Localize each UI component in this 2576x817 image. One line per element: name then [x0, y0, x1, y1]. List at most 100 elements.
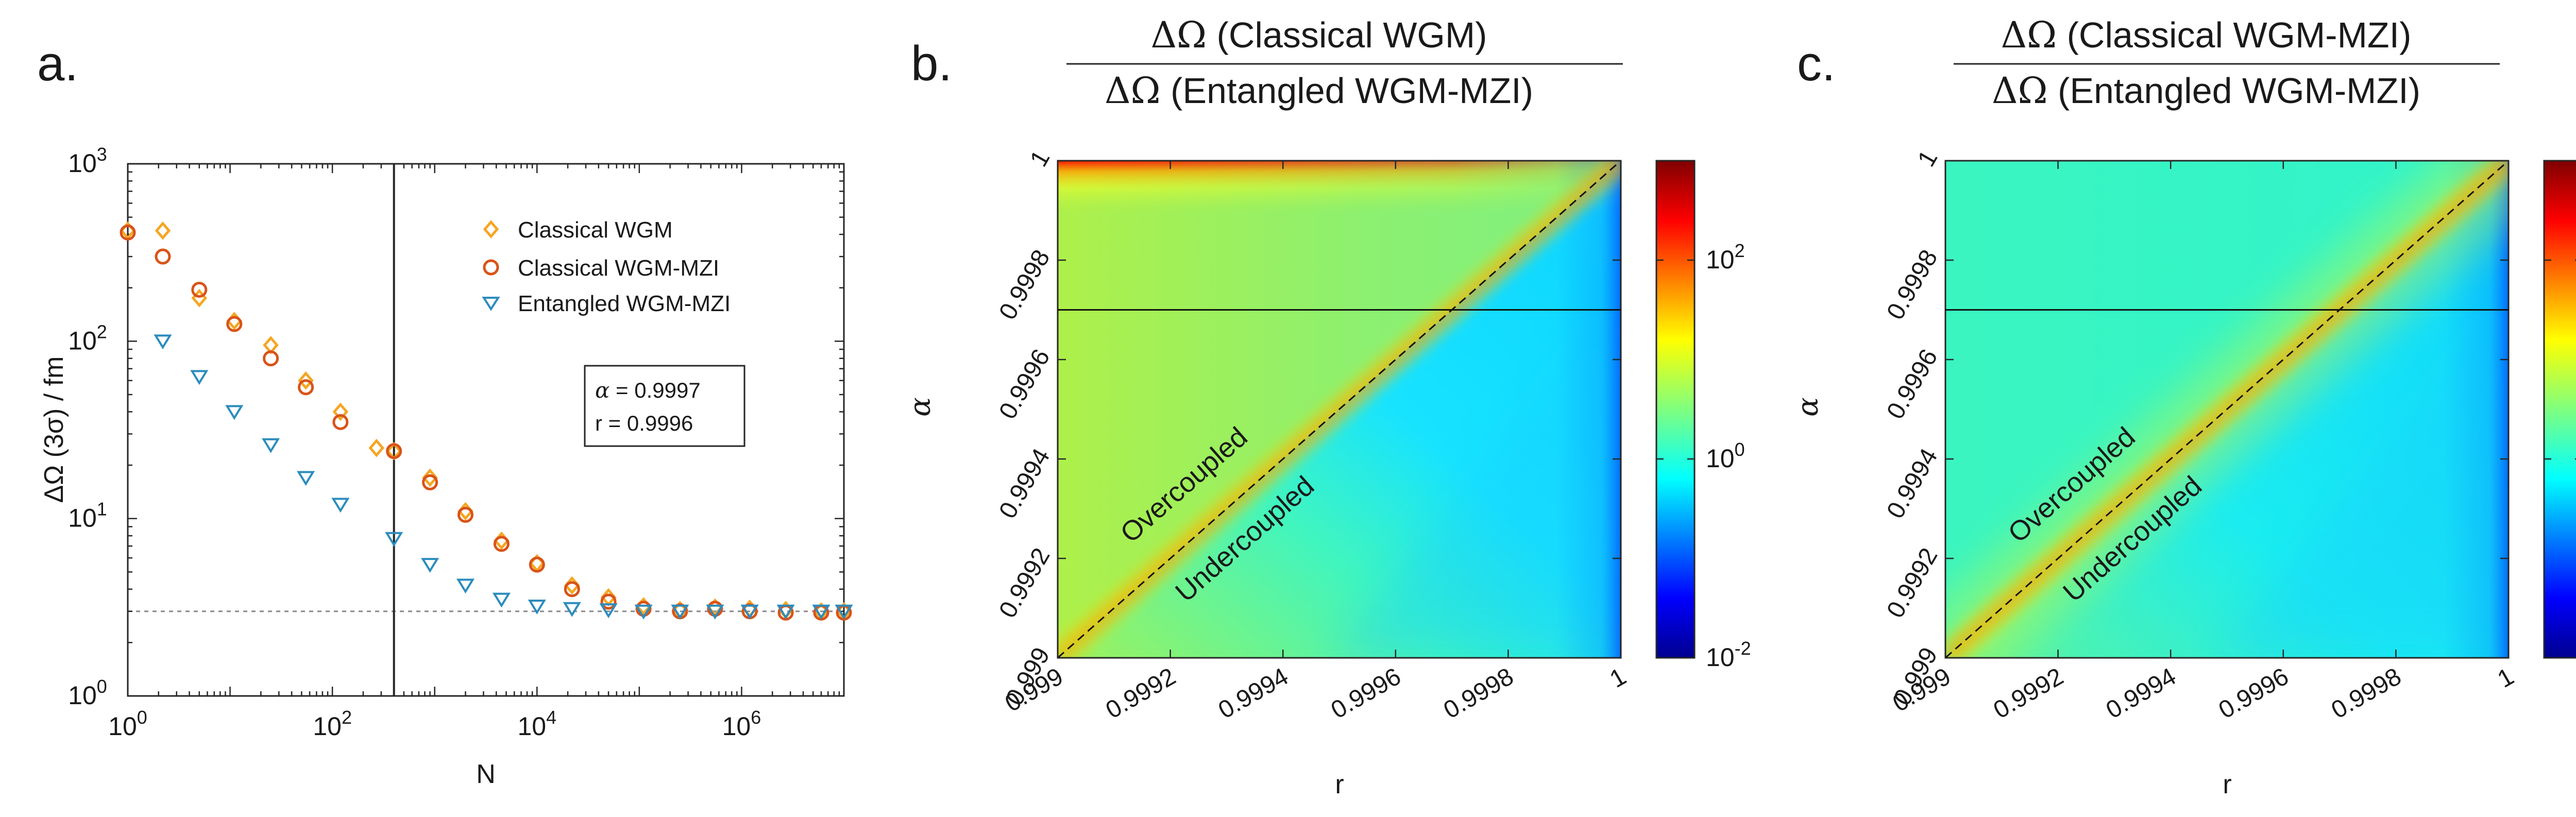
marker-entangled-wgm-mzi [740, 604, 759, 620]
x-tick-label: 104 [517, 707, 556, 741]
y-tick-label: 1 [1912, 146, 1943, 172]
x-axis-label: N [476, 759, 496, 789]
x-tick-label: 1 [1605, 663, 1631, 693]
marker-classical-wgm [368, 438, 385, 457]
marker-entangled-wgm-mzi [385, 532, 403, 547]
marker-entangled-wgm-mzi [297, 471, 315, 486]
marker-entangled-wgm-mzi [225, 405, 244, 420]
x-tick-label: 102 [313, 707, 352, 741]
panel-a-plot: 100 102 104 106 100 101 102 103 Classical WGM C… [39, 144, 853, 789]
heatmap-c-frame [1944, 160, 2510, 659]
panel-label-c: c. [1797, 36, 1836, 91]
x-tick-label: 0.9996 [1327, 663, 1406, 724]
legend-marker-classical-wgm [483, 220, 499, 239]
marker-classical-wgm-mzi [457, 506, 473, 523]
marker-entangled-wgm-mzi [492, 592, 511, 608]
marker-entangled-wgm-mzi [331, 498, 350, 513]
colorbar-b [1655, 160, 1696, 659]
x-tick-label: 0.9998 [2327, 663, 2406, 724]
y-tick-label: 0.9992 [994, 543, 1055, 623]
y-tick-label: 0.9994 [994, 444, 1055, 523]
panel-label-a: a. [37, 36, 78, 91]
marker-entangled-wgm-mzi [835, 604, 853, 620]
y-axis-label: ΔΩ (3σ) / fm [39, 356, 69, 503]
critical-coupling-line-c [1945, 160, 2509, 659]
marker-entangled-wgm-mzi [599, 603, 618, 619]
x-tick-label: 0.9992 [1101, 663, 1180, 724]
y-axis-label-b: α [904, 397, 937, 417]
svg-text:α = 0.9997: α = 0.9997 [595, 378, 701, 403]
legend-label-classical-wgm-mzi: Classical WGM-MZI [518, 256, 719, 281]
svg-text:ΔΩ (Entangled WGM-MZI): ΔΩ (Entangled WGM-MZI) [1992, 70, 2420, 112]
x-axis-label-b: r [1335, 770, 1344, 799]
marker-classical-wgm [155, 221, 171, 240]
alpha-symbol: α [595, 378, 609, 403]
legend-marker-classical-wgm-mzi [483, 259, 499, 276]
marker-classical-wgm-mzi [529, 556, 545, 573]
annotation-box [584, 365, 745, 447]
y-axis-label-c: α [1791, 397, 1825, 417]
x-tick-label: 0.9994 [2102, 663, 2181, 724]
y-tick-label: 1 [1025, 146, 1055, 172]
panel-c-heatmap: ΔΩ (Classical WGM-MZI) ΔΩ (Entangled WGM… [1791, 14, 2576, 799]
x-tick-label: 0.9992 [1989, 663, 2068, 724]
marker-classical-wgm-mzi [263, 350, 279, 367]
y-tick-label: 0.9996 [994, 345, 1055, 424]
marker-entangled-wgm-mzi [812, 604, 831, 620]
y-tick-label: 102 [68, 321, 107, 355]
marker-classical-wgm-mzi [298, 379, 314, 396]
marker-classical-wgm [298, 371, 314, 390]
title-b-denominator-symbol: ΔΩ [1105, 70, 1161, 112]
marker-entangled-wgm-mzi [154, 334, 172, 350]
heatmap-b-frame [1057, 160, 1622, 659]
legend-label-entangled-wgm-mzi: Entangled WGM-MZI [518, 291, 731, 316]
y-tick-label: 0.9994 [1882, 444, 1943, 523]
x-axis-label-c: r [2223, 770, 2231, 799]
panel-c-title: ΔΩ (Classical WGM-MZI) ΔΩ (Entangled WGM… [1954, 14, 2500, 112]
colorbar-tick-label: 102 [1706, 240, 1745, 274]
marker-classical-wgm-mzi [386, 443, 402, 459]
x-tick-label: 0.9994 [1214, 663, 1293, 724]
x-tick-label: 1 [2493, 663, 2519, 693]
y-tick-label: 103 [68, 144, 107, 178]
y-tick-label: 101 [68, 499, 107, 533]
y-tick-label: 100 [68, 676, 107, 710]
x-tick-label: 106 [722, 707, 761, 741]
marker-classical-wgm-mzi [493, 536, 510, 552]
title-c-denominator-text: (Entangled WGM-MZI) [2048, 71, 2420, 111]
marker-classical-wgm-mzi [332, 414, 349, 430]
parameter-annotation: α = 0.9997 r = 0.9996 [584, 365, 745, 447]
marker-entangled-wgm-mzi [776, 604, 795, 620]
svg-text:ΔΩ (Classical WGM): ΔΩ (Classical WGM) [1150, 14, 1487, 56]
panel-b-heatmap: ΔΩ (Classical WGM) ΔΩ (Entangled WGM-MZI… [904, 14, 1751, 799]
legend-marker-entangled-wgm-mzi [482, 297, 500, 311]
y-tick-label: 0.9998 [1882, 245, 1943, 325]
marker-entangled-wgm-mzi [671, 604, 689, 620]
title-b-denominator-text: (Entangled WGM-MZI) [1161, 71, 1533, 111]
y-tick-label: 0.9996 [1882, 345, 1943, 424]
title-c-numerator-text: (Classical WGM-MZI) [2057, 15, 2411, 55]
x-tick-label: 0.9998 [1439, 663, 1518, 724]
colorbar-c [2543, 160, 2576, 659]
x-tick-label: 0.9996 [2214, 663, 2294, 724]
colorbar-tick-label: 10-2 [1706, 638, 1751, 672]
svg-text:ΔΩ (Entangled WGM-MZI): ΔΩ (Entangled WGM-MZI) [1105, 70, 1533, 112]
marker-classical-wgm [422, 468, 438, 487]
title-c-numerator-symbol: ΔΩ [2001, 14, 2057, 56]
legend: Classical WGM Classical WGM-MZI Entangle… [482, 217, 731, 316]
title-b-numerator-text: (Classical WGM) [1207, 15, 1487, 55]
y-tick-label: 0.9998 [994, 245, 1055, 325]
marker-classical-wgm [332, 402, 349, 421]
marker-entangled-wgm-mzi [262, 438, 280, 453]
x-tick-label: 100 [108, 707, 147, 741]
marker-classical-wgm-mzi [422, 474, 438, 490]
r-value: r = 0.9996 [595, 411, 693, 435]
marker-classical-wgm-mzi [564, 581, 580, 598]
panel-label-b: b. [911, 36, 952, 91]
marker-classical-wgm-mzi [600, 593, 617, 610]
marker-entangled-wgm-mzi [421, 558, 439, 573]
colorbar-tick-label: 100 [1706, 439, 1745, 473]
marker-classical-wgm-mzi [155, 248, 171, 265]
marker-classical-wgm-mzi [707, 601, 723, 617]
